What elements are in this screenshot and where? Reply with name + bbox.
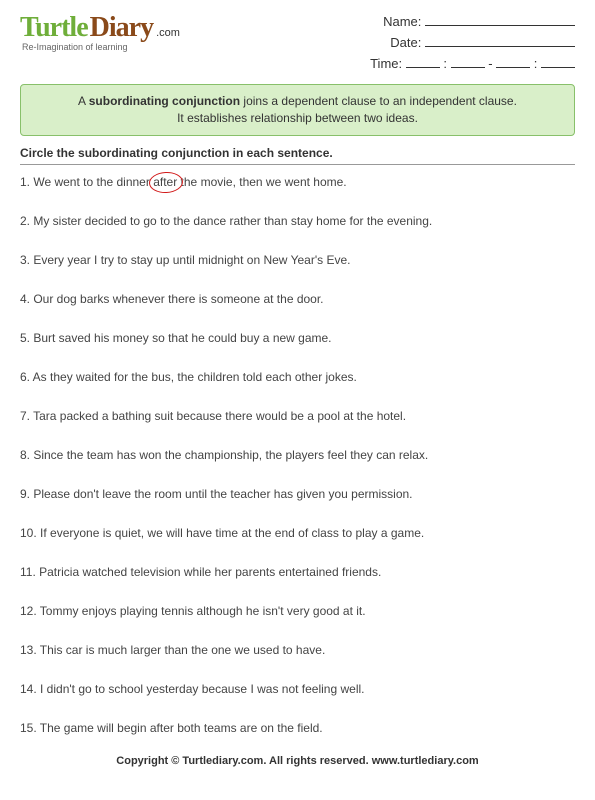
logo-word-turtle: Turtle <box>20 12 88 44</box>
intro-bold: subordinating conjunction <box>89 94 240 108</box>
logo: Turtle Diary .com Re-Imagination of lear… <box>20 12 180 52</box>
name-blank[interactable] <box>425 25 575 26</box>
instructions: Circle the subordinating conjunction in … <box>20 146 575 165</box>
logo-tagline: Re-Imagination of learning <box>22 42 180 52</box>
question-13: 13. This car is much larger than the one… <box>20 643 575 657</box>
intro-box: A subordinating conjunction joins a depe… <box>20 84 575 136</box>
question-15: 15. The game will begin after both teams… <box>20 721 575 735</box>
time-blank-1[interactable] <box>406 67 440 68</box>
questions-list: 1. We went to the dinner after the movie… <box>20 175 575 735</box>
intro-pre: A <box>78 94 89 108</box>
question-5: 5. Burt saved his money so that he could… <box>20 331 575 345</box>
time-blank-4[interactable] <box>541 67 575 68</box>
question-4: 4. Our dog barks whenever there is someo… <box>20 292 575 306</box>
logo-dotcom: .com <box>156 27 180 39</box>
question-1: 1. We went to the dinner after the movie… <box>20 175 575 189</box>
question-6: 6. As they waited for the bus, the child… <box>20 370 575 384</box>
intro-post: joins a dependent clause to an independe… <box>240 94 517 108</box>
question-10: 10. If everyone is quiet, we will have t… <box>20 526 575 540</box>
logo-word-diary: Diary <box>90 12 153 44</box>
time-line: Time: : - : <box>370 54 575 75</box>
question-12: 12. Tommy enjoys playing tennis although… <box>20 604 575 618</box>
intro-line2: It establishes relationship between two … <box>177 111 418 125</box>
time-blank-2[interactable] <box>451 67 485 68</box>
footer: Copyright © Turtlediary.com. All rights … <box>20 755 575 767</box>
time-label: Time: <box>370 56 402 71</box>
q1-pre: 1. We went to the dinner <box>20 175 153 189</box>
date-label: Date: <box>390 35 421 50</box>
question-8: 8. Since the team has won the championsh… <box>20 448 575 462</box>
name-line: Name: <box>370 12 575 33</box>
worksheet-page: Turtle Diary .com Re-Imagination of lear… <box>0 0 595 775</box>
logo-main: Turtle Diary .com <box>20 12 180 44</box>
question-14: 14. I didn't go to school yesterday beca… <box>20 682 575 696</box>
question-11: 11. Patricia watched television while he… <box>20 565 575 579</box>
date-blank[interactable] <box>425 46 575 47</box>
question-7: 7. Tara packed a bathing suit because th… <box>20 409 575 423</box>
q1-circled-word: after <box>153 175 177 189</box>
name-label: Name: <box>383 14 421 29</box>
header: Turtle Diary .com Re-Imagination of lear… <box>20 12 575 74</box>
date-line: Date: <box>370 33 575 54</box>
question-3: 3. Every year I try to stay up until mid… <box>20 253 575 267</box>
q1-post: the movie, then we went home. <box>177 175 346 189</box>
question-9: 9. Please don't leave the room until the… <box>20 487 575 501</box>
time-blank-3[interactable] <box>496 67 530 68</box>
meta-block: Name: Date: Time: : - : <box>370 12 575 74</box>
question-2: 2. My sister decided to go to the dance … <box>20 214 575 228</box>
